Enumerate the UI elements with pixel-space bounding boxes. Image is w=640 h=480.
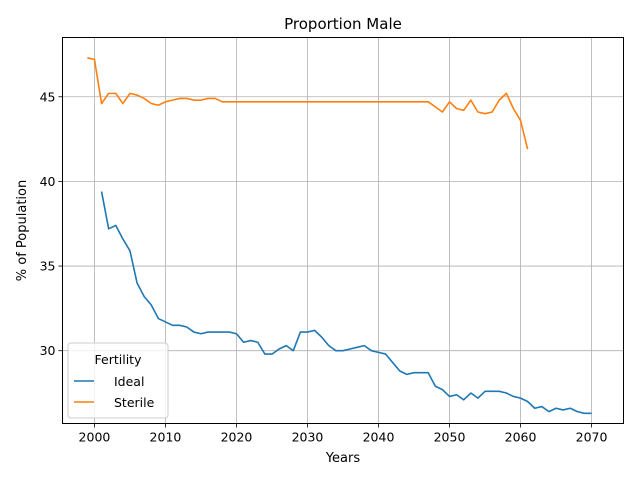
- y-axis-label: % of Population: [15, 180, 30, 281]
- legend-label-sterile: Sterile: [114, 395, 155, 410]
- plot-frame: [62, 37, 624, 424]
- y-tick-label: 45: [40, 89, 56, 104]
- chart-title: Proportion Male: [284, 15, 402, 33]
- x-tick-label: 2040: [363, 430, 395, 445]
- series-line-sterile: [87, 57, 529, 150]
- x-axis-label: Years: [325, 451, 361, 466]
- y-axis-ticks: 30 35 40 45: [40, 89, 63, 358]
- series-lines: [87, 57, 592, 415]
- legend: Fertility Ideal Sterile: [67, 342, 169, 419]
- x-tick-label: 2070: [576, 430, 608, 445]
- legend-label-ideal: Ideal: [114, 374, 144, 389]
- x-tick-label: 2060: [505, 430, 537, 445]
- series-line-ideal: [100, 191, 592, 415]
- x-tick-label: 2020: [221, 430, 253, 445]
- x-tick-label: 2030: [292, 430, 324, 445]
- legend-box: [67, 342, 169, 419]
- y-tick-label: 40: [40, 174, 56, 189]
- x-tick-label: 2000: [79, 430, 111, 445]
- y-tick-label: 30: [40, 343, 56, 358]
- legend-title: Fertility: [95, 352, 143, 367]
- x-axis-ticks: 2000 2010 2020 2030 2040 2050 2060 2070: [79, 423, 608, 445]
- x-tick-label: 2050: [434, 430, 466, 445]
- x-tick-label: 2010: [150, 430, 182, 445]
- y-tick-label: 35: [40, 259, 56, 274]
